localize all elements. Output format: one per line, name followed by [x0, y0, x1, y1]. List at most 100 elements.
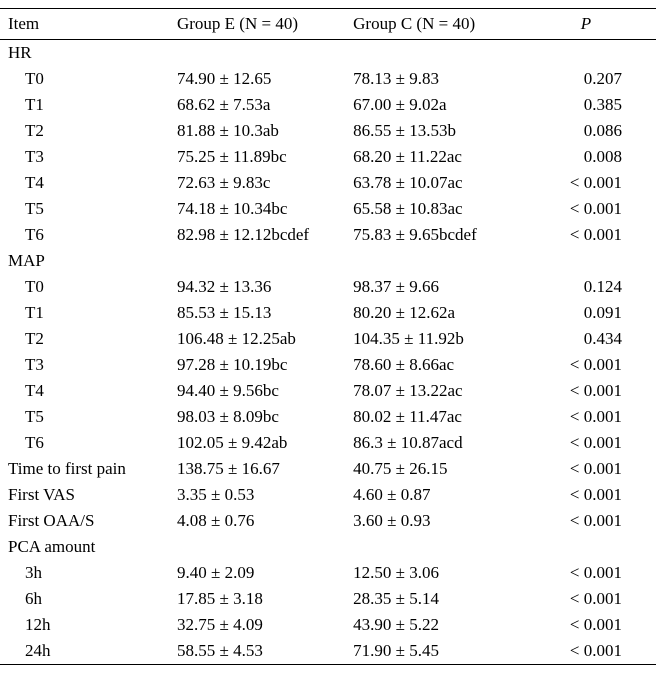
row-p-value-cell: < 0.001: [569, 225, 622, 244]
row-group-e-cell: 3.35 ± 0.53: [176, 485, 255, 504]
row-group-e-cell: 75.25 ± 11.89bc: [176, 147, 287, 166]
row-group-e-cell: 106.48 ± 12.25ab: [176, 329, 296, 348]
row-group-e-cell: 4.08 ± 0.76: [176, 511, 255, 530]
row-group-c-cell: 40.75 ± 26.15: [353, 459, 448, 478]
row-group-e-cell: 74.90 ± 12.65: [176, 69, 272, 88]
row-group-e-cell: 68.62 ± 7.53a: [176, 95, 271, 114]
table-row: T2 81.88 ± 10.3ab 86.55 ± 13.53b 0.086: [0, 118, 656, 144]
row-p-value-cell: [516, 248, 656, 274]
header-item: Item: [0, 8, 177, 40]
row-item-cell: T3: [25, 147, 44, 166]
table-row: T2 106.48 ± 12.25ab 104.35 ± 11.92b 0.434: [0, 326, 656, 352]
row-group-e-cell: 98.03 ± 8.09bc: [176, 407, 279, 426]
row-group-c-cell: [353, 248, 516, 274]
table-row: 24h 58.55 ± 4.53 71.90 ± 5.45 < 0.001: [0, 638, 656, 665]
row-group-e-cell: 32.75 ± 4.09: [176, 615, 263, 634]
row-item-cell: 3h: [25, 563, 42, 582]
row-group-e-cell: 138.75 ± 16.67: [176, 459, 280, 478]
row-group-e-cell: 102.05 ± 9.42ab: [176, 433, 288, 452]
row-item-cell: T5: [25, 199, 44, 218]
row-group-c-cell: 80.02 ± 11.47ac: [353, 407, 462, 426]
row-group-c-cell: 67.00 ± 9.02a: [353, 95, 447, 114]
row-group-c-cell: [353, 40, 516, 67]
row-p-value-cell: < 0.001: [569, 589, 622, 608]
row-item-cell: T3: [25, 355, 44, 374]
table-header: Item Group E (N = 40) Group C (N = 40) P: [0, 8, 656, 40]
row-item-cell: T1: [25, 303, 44, 322]
table-row: T3 75.25 ± 11.89bc 68.20 ± 11.22ac 0.008: [0, 144, 656, 170]
table-row: PCA amount: [0, 534, 656, 560]
table-row: T5 98.03 ± 8.09bc 80.02 ± 11.47ac < 0.001: [0, 404, 656, 430]
header-group-e: Group E (N = 40): [176, 8, 354, 40]
row-group-c-cell: 43.90 ± 5.22: [353, 615, 439, 634]
row-item-cell: T5: [25, 407, 44, 426]
table-row: T6 82.98 ± 12.12bcdef 75.83 ± 9.65bcdef < 0…: [0, 222, 656, 248]
row-p-value-cell: < 0.001: [569, 615, 622, 634]
data-table: Item Group E (N = 40) Group C (N = 40) P…: [0, 8, 656, 665]
table-row: T4 94.40 ± 9.56bc 78.07 ± 13.22ac < 0.001: [0, 378, 656, 404]
row-group-c-cell: 104.35 ± 11.92b: [353, 329, 464, 348]
row-item-cell: Time to first pain: [8, 459, 126, 478]
row-group-c-cell: 12.50 ± 3.06: [353, 563, 439, 582]
row-p-value-cell: 0.008: [583, 147, 622, 166]
row-item-cell: HR: [8, 43, 32, 62]
row-group-c-cell: 80.20 ± 12.62a: [353, 303, 456, 322]
row-item-cell: T6: [25, 225, 44, 244]
row-group-e-cell: 94.32 ± 13.36: [176, 277, 272, 296]
row-group-e-cell: 9.40 ± 2.09: [176, 563, 255, 582]
table-row: 6h 17.85 ± 3.18 28.35 ± 5.14 < 0.001: [0, 586, 656, 612]
table-row: T4 72.63 ± 9.83c 63.78 ± 10.07ac < 0.001: [0, 170, 656, 196]
table-row: Time to first pain 138.75 ± 16.67 40.75 ± …: [0, 456, 656, 482]
row-item-cell: T2: [25, 329, 44, 348]
row-group-e-cell: 58.55 ± 4.53: [176, 638, 354, 665]
row-item-cell: T1: [25, 95, 44, 114]
row-item-cell: T4: [25, 381, 44, 400]
row-p-value-cell: < 0.001: [569, 381, 622, 400]
row-item-cell: 24h: [0, 638, 177, 665]
row-p-value-cell: < 0.001: [569, 511, 622, 530]
table-row: T6 102.05 ± 9.42ab 86.3 ± 10.87acd < 0.001: [0, 430, 656, 456]
row-p-value-cell: < 0.001: [515, 638, 656, 665]
row-group-e-cell: [177, 534, 353, 560]
row-group-e-cell: [177, 248, 353, 274]
row-group-c-cell: 78.60 ± 8.66ac: [353, 355, 455, 374]
row-group-c-cell: 98.37 ± 9.66: [353, 277, 439, 296]
row-item-cell: T0: [25, 277, 44, 296]
row-group-c-cell: 4.60 ± 0.87: [353, 485, 431, 504]
row-group-e-cell: 17.85 ± 3.18: [176, 589, 263, 608]
row-p-value-cell: 0.086: [583, 121, 622, 140]
table-row: T1 68.62 ± 7.53a 67.00 ± 9.02a 0.385: [0, 92, 656, 118]
row-group-e-cell: 82.98 ± 12.12bcdef: [176, 225, 310, 244]
row-p-value-cell: [516, 534, 656, 560]
row-p-value-cell: < 0.001: [569, 407, 622, 426]
row-item-cell: T0: [25, 69, 44, 88]
row-item-cell: PCA amount: [8, 537, 96, 556]
table-row: T1 85.53 ± 15.13 80.20 ± 12.62a 0.091: [0, 300, 656, 326]
table-row: T5 74.18 ± 10.34bc 65.58 ± 10.83ac < 0.001: [0, 196, 656, 222]
row-p-value-cell: 0.124: [583, 277, 622, 296]
header-row: Item Group E (N = 40) Group C (N = 40) P: [0, 8, 656, 40]
row-p-value-cell: [516, 40, 656, 67]
row-group-c-cell: 63.78 ± 10.07ac: [353, 173, 463, 192]
table-row: 3h 9.40 ± 2.09 12.50 ± 3.06 < 0.001: [0, 560, 656, 586]
row-group-c-cell: [353, 534, 516, 560]
header-group-c: Group C (N = 40): [353, 8, 516, 40]
table-row: T3 97.28 ± 10.19bc 78.60 ± 8.66ac < 0.001: [0, 352, 656, 378]
row-group-c-cell: 3.60 ± 0.93: [353, 511, 431, 530]
row-p-value-cell: 0.091: [583, 303, 622, 322]
row-group-e-cell: 85.53 ± 15.13: [176, 303, 272, 322]
row-group-c-cell: 75.83 ± 9.65bcdef: [353, 225, 477, 244]
row-group-e-cell: 97.28 ± 10.19bc: [176, 355, 288, 374]
row-group-c-cell: 68.20 ± 11.22ac: [353, 147, 462, 166]
row-item-cell: First VAS: [8, 485, 75, 504]
table-row: First OAA/S 4.08 ± 0.76 3.60 ± 0.93 < 0.001: [0, 508, 656, 534]
row-p-value-cell: < 0.001: [569, 199, 622, 218]
table-row: First VAS 3.35 ± 0.53 4.60 ± 0.87 < 0.001: [0, 482, 656, 508]
row-item-cell: T2: [25, 121, 44, 140]
table-row: MAP: [0, 248, 656, 274]
table-row: T0 74.90 ± 12.65 78.13 ± 9.83 0.207: [0, 66, 656, 92]
row-group-c-cell: 28.35 ± 5.14: [353, 589, 439, 608]
row-group-c-cell: 65.58 ± 10.83ac: [353, 199, 463, 218]
row-group-c-cell: 78.07 ± 13.22ac: [353, 381, 463, 400]
